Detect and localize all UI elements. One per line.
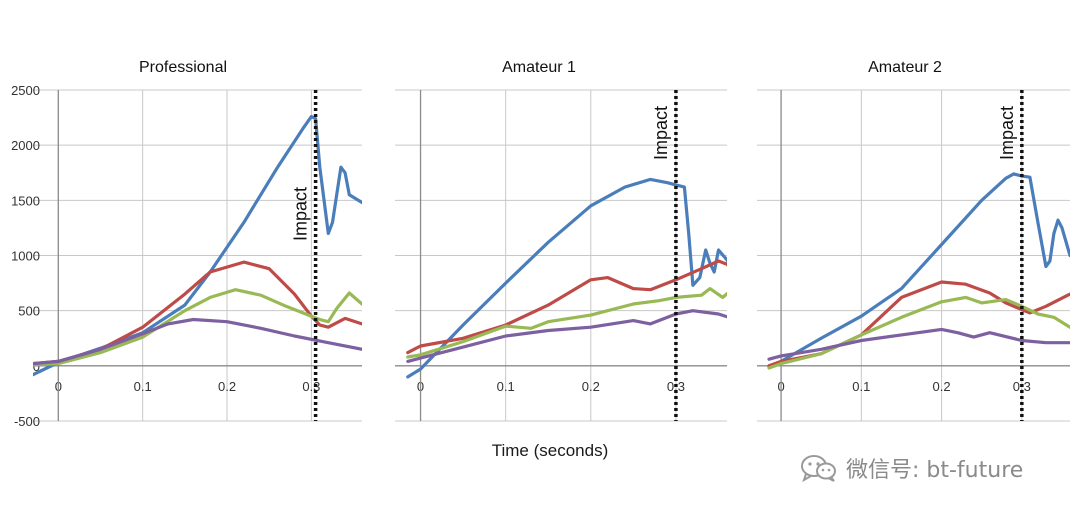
y-tick-label: 2500 bbox=[11, 83, 40, 98]
series-line-green bbox=[406, 287, 727, 359]
panel-title: Professional bbox=[139, 59, 227, 76]
series-group bbox=[406, 177, 727, 379]
series-line-purple bbox=[406, 309, 727, 363]
wechat-icon bbox=[801, 455, 836, 483]
watermark-text: 微信号: bt-future bbox=[846, 458, 1024, 483]
x-tick-label: 0.1 bbox=[134, 379, 152, 394]
x-tick-label: 0.1 bbox=[852, 379, 870, 394]
x-tick-label: 0.2 bbox=[933, 379, 951, 394]
series-line-green bbox=[767, 295, 1070, 370]
x-tick-label: 0.2 bbox=[218, 379, 236, 394]
impact-label: Impact bbox=[997, 106, 1017, 160]
x-tick-label: 0.2 bbox=[582, 379, 600, 394]
y-tick-label: 1500 bbox=[11, 193, 40, 208]
chart-panels: -5000500100015002000250000.10.20.3Profes… bbox=[11, 59, 1070, 429]
series-line-red bbox=[406, 259, 727, 355]
series-group bbox=[33, 114, 362, 377]
y-tick-label: 1000 bbox=[11, 249, 40, 264]
impact-label: Impact bbox=[651, 106, 671, 160]
x-axis-label: Time (seconds) bbox=[492, 441, 609, 460]
series-group bbox=[767, 172, 1070, 370]
x-tick-label: 0.1 bbox=[497, 379, 515, 394]
series-line-red bbox=[767, 280, 1070, 368]
series-line-purple bbox=[33, 317, 362, 366]
panel-title: Amateur 1 bbox=[502, 59, 576, 76]
x-tick-label: 0.3 bbox=[302, 379, 320, 394]
series-line-blue bbox=[33, 114, 362, 377]
panel-title: Amateur 2 bbox=[868, 59, 942, 76]
chart-panel-1: -5000500100015002000250000.10.20.3Profes… bbox=[11, 59, 362, 429]
y-tick-label: 500 bbox=[18, 304, 40, 319]
y-tick-label: -500 bbox=[14, 414, 40, 429]
impact-label: Impact bbox=[291, 187, 311, 241]
series-line-green bbox=[33, 288, 362, 367]
y-tick-label: 2000 bbox=[11, 138, 40, 153]
series-line-purple bbox=[767, 327, 1070, 361]
series-line-blue bbox=[406, 177, 727, 379]
series-line-red bbox=[33, 260, 362, 366]
series-line-blue bbox=[767, 172, 1070, 369]
watermark: 微信号: bt-future bbox=[800, 452, 1023, 484]
